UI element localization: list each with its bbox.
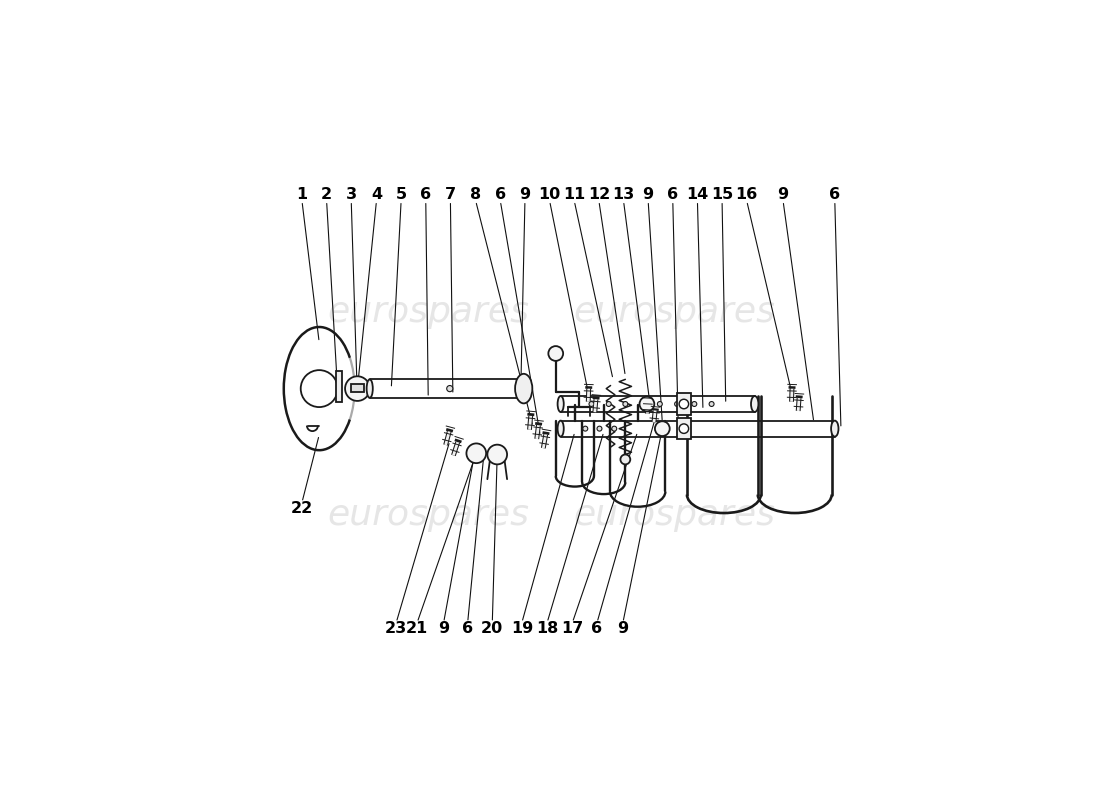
Text: 22: 22 <box>290 502 314 516</box>
Text: 20: 20 <box>481 622 504 636</box>
Circle shape <box>588 402 594 406</box>
Circle shape <box>345 376 370 401</box>
Circle shape <box>654 422 670 436</box>
Text: 9: 9 <box>438 622 449 636</box>
Bar <box>678 394 691 414</box>
Text: eurospares: eurospares <box>573 294 776 329</box>
Text: 6: 6 <box>495 187 506 202</box>
Circle shape <box>658 402 662 406</box>
Text: 13: 13 <box>613 187 635 202</box>
Text: 9: 9 <box>778 187 789 202</box>
Text: 6: 6 <box>668 187 679 202</box>
Ellipse shape <box>515 374 532 403</box>
Circle shape <box>583 426 587 431</box>
Circle shape <box>620 454 630 464</box>
Circle shape <box>674 402 680 406</box>
Text: 11: 11 <box>563 187 585 202</box>
Text: eurospares: eurospares <box>573 498 776 532</box>
Ellipse shape <box>558 396 563 412</box>
Circle shape <box>679 399 689 409</box>
Text: 16: 16 <box>736 187 758 202</box>
Circle shape <box>692 402 696 406</box>
Text: 4: 4 <box>371 187 382 202</box>
Circle shape <box>640 402 645 406</box>
Circle shape <box>606 402 612 406</box>
Text: 2: 2 <box>321 187 332 202</box>
Text: 19: 19 <box>510 622 534 636</box>
Text: 9: 9 <box>519 187 530 202</box>
Text: 15: 15 <box>711 187 734 202</box>
Ellipse shape <box>366 379 373 398</box>
Circle shape <box>548 346 563 361</box>
Bar <box>351 384 363 392</box>
Text: 8: 8 <box>470 187 481 202</box>
Text: 9: 9 <box>617 622 628 636</box>
Text: 18: 18 <box>536 622 558 636</box>
Circle shape <box>639 397 654 411</box>
Circle shape <box>623 402 628 406</box>
Text: 23: 23 <box>385 622 407 636</box>
Circle shape <box>447 386 453 392</box>
Bar <box>336 371 342 402</box>
Text: 10: 10 <box>539 187 561 202</box>
Text: 3: 3 <box>345 187 356 202</box>
Text: 7: 7 <box>444 187 456 202</box>
Text: 6: 6 <box>420 187 431 202</box>
Ellipse shape <box>832 421 838 437</box>
Text: 6: 6 <box>462 622 473 636</box>
Text: 21: 21 <box>406 622 428 636</box>
Text: 6: 6 <box>829 187 840 202</box>
Circle shape <box>300 370 338 407</box>
Bar <box>678 418 691 439</box>
Text: 17: 17 <box>561 622 583 636</box>
Circle shape <box>679 424 689 434</box>
Text: eurospares: eurospares <box>327 498 529 532</box>
Circle shape <box>612 426 617 431</box>
Circle shape <box>466 443 486 463</box>
Circle shape <box>597 426 602 431</box>
Circle shape <box>710 402 714 406</box>
Ellipse shape <box>558 421 563 437</box>
Ellipse shape <box>751 396 758 412</box>
Text: 6: 6 <box>592 622 603 636</box>
Text: 12: 12 <box>587 187 610 202</box>
Text: 14: 14 <box>686 187 708 202</box>
Text: 5: 5 <box>396 187 407 202</box>
Text: eurospares: eurospares <box>327 294 529 329</box>
Ellipse shape <box>520 379 527 398</box>
Text: 1: 1 <box>296 187 308 202</box>
Text: 9: 9 <box>642 187 653 202</box>
Circle shape <box>487 445 507 464</box>
